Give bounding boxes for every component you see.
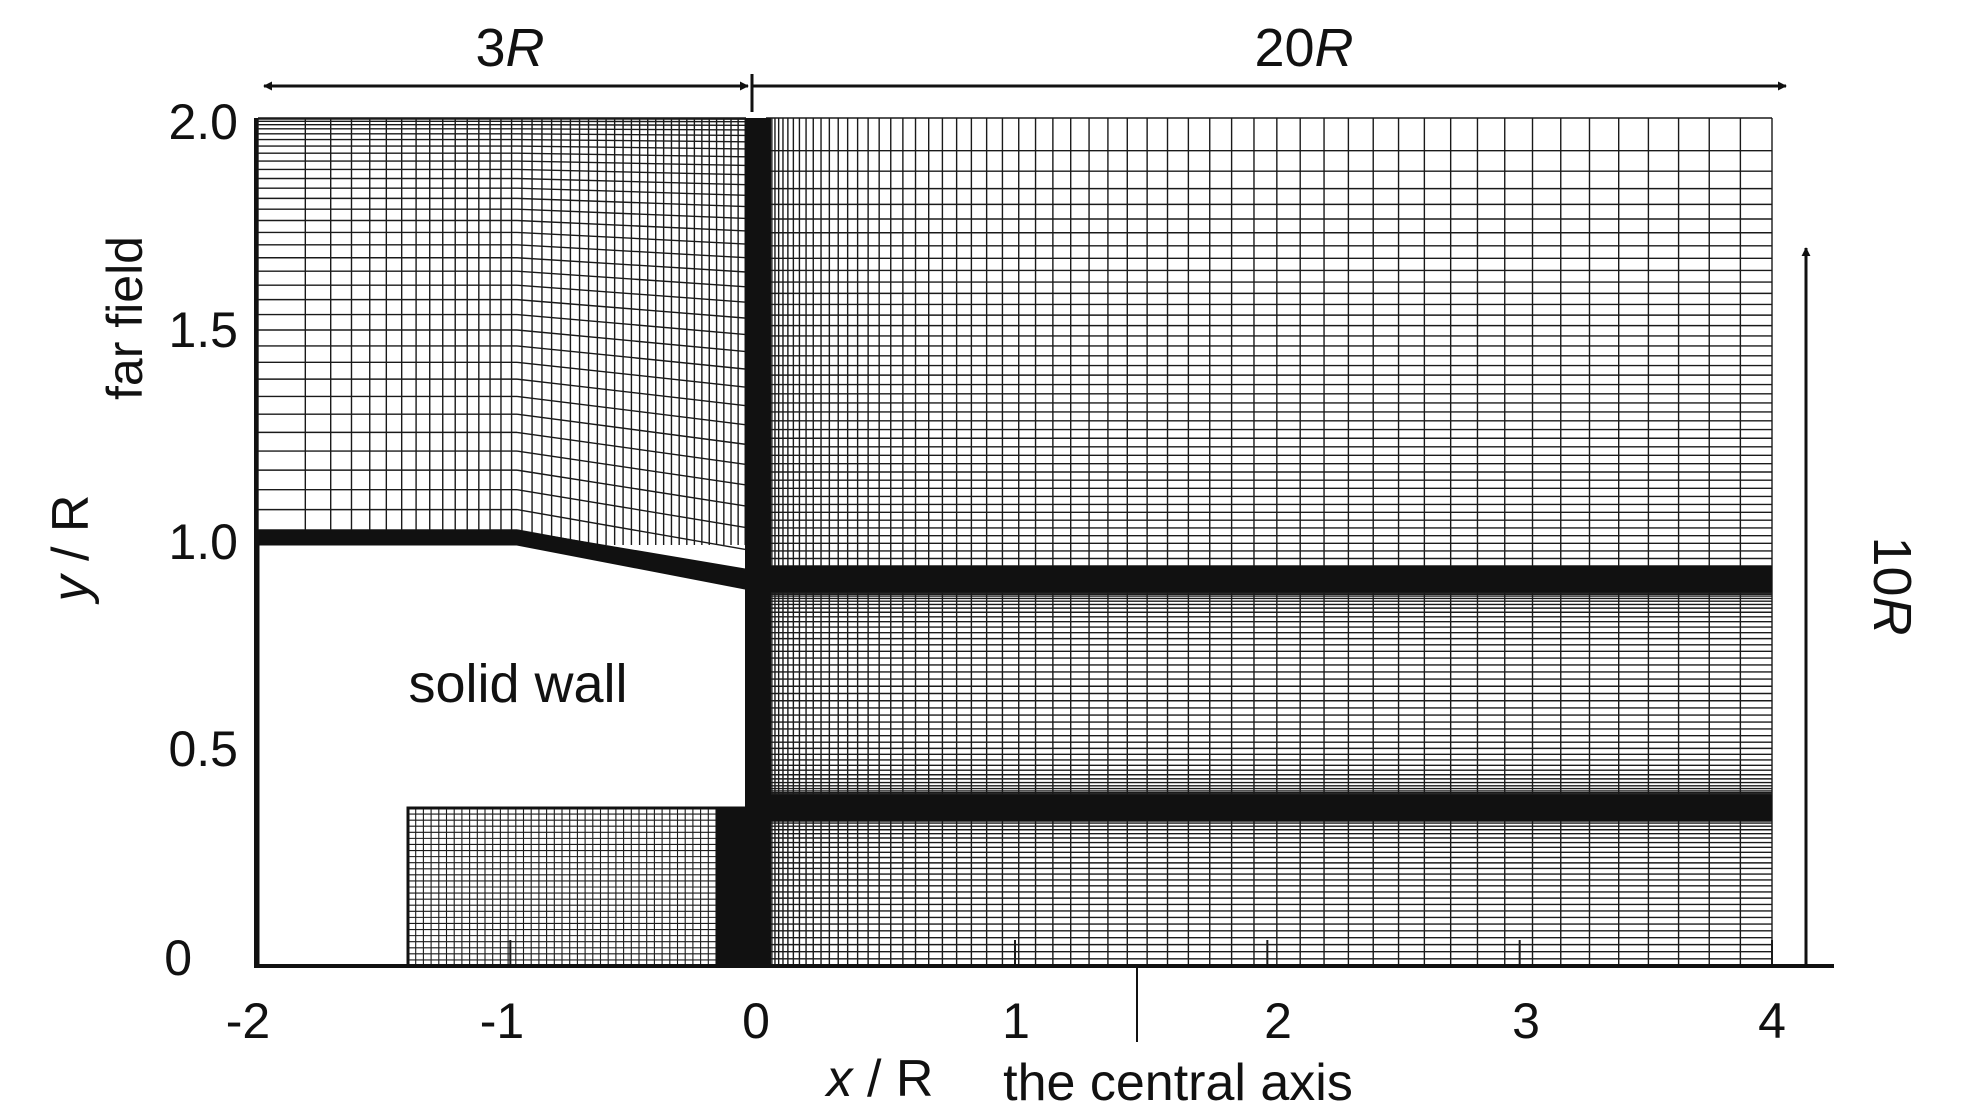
x-tick-label: 4 bbox=[1758, 993, 1786, 1049]
mesh-line bbox=[516, 413, 747, 446]
x-tick-label: -2 bbox=[226, 993, 270, 1049]
y-tick-label: 0 bbox=[164, 930, 192, 986]
x-tick-label: 2 bbox=[1264, 993, 1292, 1049]
mesh-line bbox=[516, 329, 747, 353]
x-tick-label: 3 bbox=[1512, 993, 1540, 1049]
y-tick-labels: 0 0.5 1.0 1.5 2.0 bbox=[164, 94, 238, 986]
solid-wall-label: solid wall bbox=[408, 654, 627, 714]
mesh-line bbox=[516, 313, 747, 336]
x-tick-label: 0 bbox=[742, 993, 770, 1049]
mesh-line bbox=[516, 160, 747, 167]
mesh-line bbox=[516, 361, 747, 388]
mesh-line bbox=[516, 395, 747, 426]
mesh-line bbox=[516, 298, 747, 319]
refined-mesh-bands bbox=[258, 118, 1772, 968]
far-field-label: far field bbox=[97, 236, 153, 400]
mesh-line bbox=[516, 270, 747, 288]
y-tick-label: 1.5 bbox=[168, 302, 238, 358]
mesh-line bbox=[516, 197, 747, 208]
mesh-line bbox=[516, 469, 747, 507]
mesh-line bbox=[516, 145, 747, 150]
nozzle-lip-band bbox=[716, 808, 768, 966]
shear-layer-band-upper bbox=[766, 566, 1772, 592]
mesh-line bbox=[516, 345, 747, 370]
dimension-20r-label: 20R bbox=[1254, 18, 1353, 78]
mesh-line bbox=[516, 508, 747, 551]
y-axis-title: y / R bbox=[42, 495, 100, 605]
y-tick-label: 1.0 bbox=[168, 514, 238, 570]
central-axis-label: the central axis bbox=[1003, 1054, 1353, 1110]
y-tick-label: 0.5 bbox=[168, 721, 238, 777]
mesh-line bbox=[516, 168, 747, 176]
mesh-line bbox=[516, 450, 747, 486]
wall-top-band bbox=[258, 530, 766, 592]
x-tick-label: -1 bbox=[480, 993, 524, 1049]
dimension-10r-label: 10R bbox=[1862, 536, 1922, 635]
mesh-line bbox=[516, 152, 747, 158]
shear-layer-band-lower bbox=[766, 795, 1772, 821]
mesh-line bbox=[516, 208, 747, 220]
y-tick-label: 2.0 bbox=[168, 94, 238, 150]
x-tick-label: 1 bbox=[1002, 993, 1030, 1049]
mesh-line bbox=[516, 177, 747, 186]
mesh-line bbox=[516, 257, 747, 273]
mesh-line bbox=[516, 378, 747, 407]
mesh-line bbox=[516, 219, 747, 232]
mesh-line bbox=[516, 488, 747, 529]
mesh-line bbox=[516, 138, 747, 143]
mesh-line bbox=[516, 128, 747, 131]
mesh-line bbox=[516, 133, 747, 137]
x-axis-title: x / R bbox=[824, 1050, 934, 1108]
dimension-3r-label: 3R bbox=[475, 18, 544, 78]
mesh-line bbox=[516, 231, 747, 245]
mesh-line bbox=[516, 244, 747, 259]
mesh-line bbox=[516, 187, 747, 196]
x-tick-labels: -2 -1 0 1 2 3 4 bbox=[226, 993, 1786, 1049]
mesh-line bbox=[516, 431, 747, 466]
mesh-line bbox=[516, 123, 747, 127]
solid-wall-region bbox=[256, 542, 768, 968]
mesh-line bbox=[516, 284, 747, 303]
